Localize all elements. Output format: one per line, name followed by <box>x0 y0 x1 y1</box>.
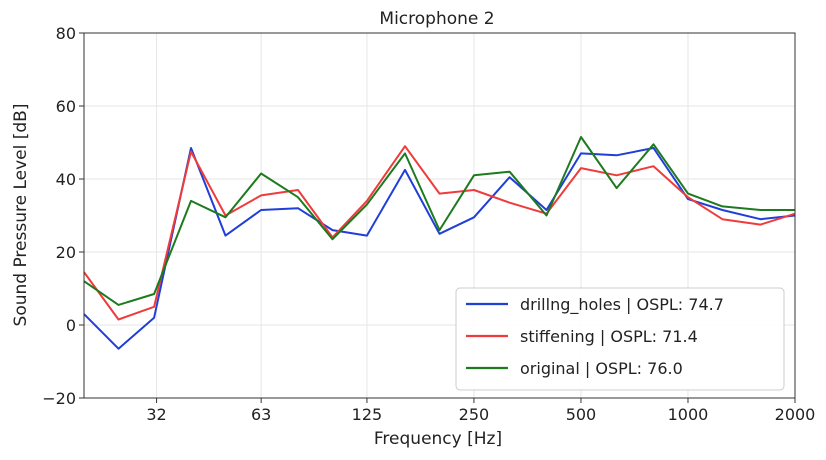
x-tick-label: 2000 <box>775 405 816 424</box>
legend-box <box>455 287 785 391</box>
y-axis-ticks: −20 0 20 40 60 80 <box>42 24 84 408</box>
legend-label: drillng_holes | OSPL: 74.7 <box>520 295 724 315</box>
x-tick-label: 1000 <box>668 405 709 424</box>
legend: drillng_holes | OSPL: 74.7 stiffening | O… <box>455 287 785 391</box>
y-tick-label: 40 <box>56 170 76 189</box>
y-tick-label: 0 <box>66 316 76 335</box>
x-tick-label: 250 <box>459 405 490 424</box>
x-tick-label: 125 <box>352 405 383 424</box>
legend-label: original | OSPL: 76.0 <box>520 359 683 378</box>
y-tick-label: 80 <box>56 24 76 43</box>
x-tick-label: 63 <box>251 405 271 424</box>
series-lines <box>83 136 796 350</box>
y-tick-label: −20 <box>42 389 76 408</box>
y-axis-label: Sound Pressure Level [dB] <box>11 104 31 327</box>
x-axis-ticks: 32 63 125 250 500 1000 2000 <box>146 398 815 424</box>
y-tick-label: 20 <box>56 243 76 262</box>
x-tick-label: 500 <box>566 405 597 424</box>
chart-title: Microphone 2 <box>379 9 494 29</box>
series-line-3 <box>83 136 795 306</box>
x-axis-label: Frequency [Hz] <box>374 429 502 449</box>
y-tick-label: 60 <box>56 97 76 116</box>
series-line-1 <box>83 147 796 350</box>
legend-label: stiffening | OSPL: 71.4 <box>520 327 698 346</box>
series-line-2 <box>83 145 796 321</box>
plot-frame <box>83 32 796 399</box>
x-tick-label: 32 <box>146 405 166 424</box>
